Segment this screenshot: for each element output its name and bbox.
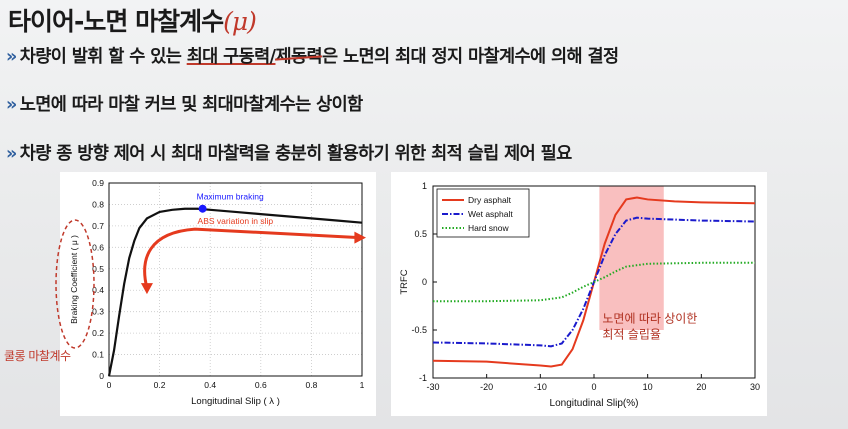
y-axis-label: Braking Coefficient ( μ ) [69, 235, 79, 324]
y-tick-label: 1 [422, 181, 427, 191]
x-axis-label: Longitudinal Slip ( λ ) [191, 396, 280, 407]
x-tick-label: -20 [480, 382, 493, 392]
abs-arrow-path [143, 227, 360, 289]
legend-label: Hard snow [468, 223, 509, 233]
y-tick-label: 0 [99, 371, 104, 381]
y-tick-label: 0.5 [414, 229, 427, 239]
title-text: 타이어-노면 마찰계수 [8, 7, 224, 36]
legend: Dry asphalt Wet asphalt Hard snow [436, 188, 530, 238]
bullet-3: » 차량 종 방향 제어 시 최대 마찰력을 충분히 활용하기 위한 최적 슬립 … [6, 140, 572, 165]
y-tick-label: -0.5 [411, 325, 427, 335]
maximum-braking-label: Maximum braking [197, 192, 264, 202]
x-tick-label: 0.4 [204, 380, 216, 390]
x-tick-label: 0.2 [154, 380, 166, 390]
braking-chart-panel: 0 0.1 0.2 0.3 0.4 0.5 0.6 0.7 0.8 0.9 0 0.2 0.4 0.6 0.… [60, 172, 376, 416]
plot-frame [108, 182, 363, 377]
ylabel-highlight-ellipse [55, 219, 95, 349]
bullet-1-post: 은 노면의 최대 정지 마찰계수에 의해 결정 [321, 47, 619, 67]
legend-label: Dry asphalt [468, 195, 512, 205]
abs-arrowhead-right [354, 231, 366, 244]
legend-label: Wet asphalt [468, 209, 513, 219]
series-line-hard-snow [433, 261, 755, 303]
x-tick-label: 0.8 [305, 380, 317, 390]
bullet-1-struck: 제동력 [275, 47, 322, 67]
braking-curve-line [107, 207, 363, 377]
mu-symbol: (μ) [223, 7, 257, 36]
y-tick-label: 0.9 [92, 178, 104, 188]
bullet-2-text: 노면에 따라 마찰 커브 및 최대마찰계수는 상이함 [19, 95, 364, 115]
trfc-chart: -1 -0.5 0 0.5 1 -30 -20 -10 0 10 20 30 Longitudinal … [399, 181, 760, 409]
x-tick-label: 0 [107, 380, 112, 390]
abs-arrowhead-down [140, 283, 153, 295]
y-tick-label: 0.8 [92, 199, 104, 209]
x-tick-label: 0 [591, 382, 596, 392]
chevron-icon: » [6, 95, 17, 115]
legend-box [436, 188, 530, 238]
x-tick-label: 10 [643, 382, 653, 392]
x-tick-label: 30 [750, 382, 760, 392]
y-tick-label: 0.1 [92, 350, 104, 360]
y-axis-label: TRFC [399, 269, 410, 294]
chevron-icon: » [6, 47, 17, 67]
y-tick-label: 0.4 [92, 285, 104, 295]
y-tick-label: 0.2 [92, 328, 104, 338]
y-tick-label: 0.7 [92, 221, 104, 231]
y-tick-label: 0 [422, 277, 427, 287]
x-tick-label: -10 [534, 382, 547, 392]
plot-frame [432, 185, 756, 379]
coulomb-friction-label: 쿨롱 마찰계수 [4, 349, 71, 363]
y-tick-label: 0.3 [92, 307, 104, 317]
x-tick-label: 20 [696, 382, 706, 392]
x-tick-label: 0.6 [255, 380, 267, 390]
x-axis-label: Longitudinal Slip(%) [550, 398, 639, 409]
y-tick-label: -1 [419, 373, 427, 383]
optimal-slip-highlight [599, 186, 664, 330]
bullet-2: » 노면에 따라 마찰 커브 및 최대마찰계수는 상이함 [6, 91, 363, 116]
bullet-1-pre: 차량이 발휘 할 수 있는 [19, 47, 187, 67]
y-tick-label: 0.6 [92, 242, 104, 252]
y-tick-label: 0.5 [92, 264, 104, 274]
maximum-braking-point [198, 204, 207, 213]
braking-coefficient-chart: 0 0.1 0.2 0.3 0.4 0.5 0.6 0.7 0.8 0.9 0 0.2 0.4 0.6 0.… [69, 178, 366, 407]
slide-title: 타이어-노면 마찰계수(μ) [8, 2, 257, 38]
bullet-3-text: 차량 종 방향 제어 시 최대 마찰력을 충분히 활용하기 위한 최적 슬립 제… [19, 144, 573, 164]
abs-variation-label: ABS variation in slip [198, 216, 274, 226]
series-line-wet-asphalt [432, 216, 756, 348]
bullet-1-underlined: 최대 구동력/ [186, 47, 276, 67]
optimal-slip-label: 최적 슬립율 [602, 327, 661, 341]
series-line-dry-asphalt [432, 196, 756, 368]
bullet-1: » 차량이 발휘 할 수 있는 최대 구동력/제동력은 노면의 최대 정지 마찰계… [6, 43, 619, 68]
trfc-chart-panel: -1 -0.5 0 0.5 1 -30 -20 -10 0 10 20 30 Longitudinal … [391, 172, 767, 416]
chevron-icon: » [6, 144, 17, 164]
x-tick-label: 1 [360, 380, 365, 390]
x-tick-label: -30 [426, 382, 439, 392]
optimal-slip-label: 노면에 따라 상이한 [602, 311, 697, 325]
